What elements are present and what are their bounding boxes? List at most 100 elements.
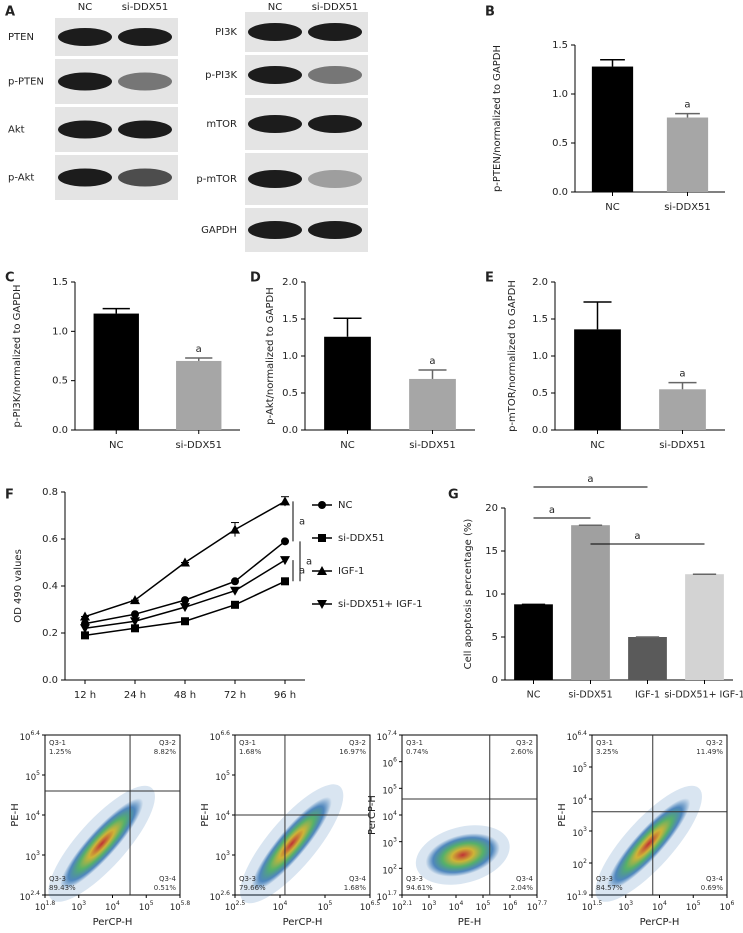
significance-label: a	[196, 344, 202, 355]
quadrant-value: 0.74%	[406, 748, 429, 756]
legend-label: si-DDX51	[338, 533, 385, 544]
y-tick-label: 1.5	[282, 314, 298, 325]
x-tick-label: si-DDX51	[664, 202, 711, 213]
line-point	[130, 595, 140, 605]
quadrant-name: Q3-2	[349, 739, 366, 747]
scatter-cloud	[607, 798, 691, 890]
blot-band	[308, 66, 362, 84]
blot-column-label: si-DDX51	[312, 2, 359, 13]
blot-column-label: NC	[268, 2, 282, 13]
chart: Cp-PI3K/normalized to GAPDH 0.0 0.5 1.0 1.5 N…	[5, 271, 240, 451]
line-point	[130, 617, 140, 627]
y-axis-label: PerCP-H	[367, 795, 378, 835]
legend-label: NC	[338, 500, 352, 511]
blot-row-label: p-Akt	[8, 173, 34, 184]
panel-label: A	[5, 5, 15, 20]
bar	[93, 313, 139, 430]
x-tick-label: 103	[618, 900, 633, 913]
blot-row-label: Akt	[8, 125, 25, 136]
quadrant-name: Q3-1	[239, 739, 256, 747]
x-tick-label: 105.8	[170, 900, 191, 913]
scatter-halo	[415, 825, 510, 885]
line-point	[180, 603, 190, 613]
y-tick-label: 103	[25, 850, 40, 863]
quadrant-name: Q3-2	[706, 739, 723, 747]
chart: F OD 490 values 0.0 0.2 0.4 0.6 0.8 12 h 24 h 48 …	[5, 487, 423, 701]
y-tick-label: 0.4	[42, 581, 58, 592]
blot-band	[58, 72, 112, 91]
x-axis-label: PerCP-H	[640, 917, 680, 928]
x-tick-label: si-DDX51+ IGF-1	[664, 690, 743, 701]
bar	[176, 360, 222, 430]
legend-label: IGF-1	[338, 566, 364, 577]
flow-plot: Q3-13.25%Q3-211.49%Q3-384.57%Q3-40.69%10…	[557, 730, 735, 929]
x-tick-label: si-DDX51	[175, 440, 222, 451]
blot-band	[58, 28, 112, 46]
x-tick-label: NC	[109, 440, 123, 451]
y-tick-label: 0.0	[42, 675, 58, 686]
x-tick-label: 106.5	[360, 900, 381, 913]
y-tick-label: 106.4	[20, 730, 41, 743]
y-tick-label: 106.6	[210, 730, 231, 743]
x-tick-label: 104	[449, 900, 464, 913]
x-tick-label: 107.7	[527, 900, 548, 913]
blot-band	[248, 66, 302, 84]
y-tick-label: 102	[572, 858, 587, 871]
x-tick-label: 104	[105, 900, 120, 913]
quadrant-value: 94.61%	[406, 884, 433, 892]
chart: Dp-Akt/normalized to GAPDH 0.0 0.5 1.0 1.5 2.…	[250, 271, 475, 451]
x-tick-label: 106	[720, 900, 735, 913]
blot-band	[118, 28, 172, 46]
line-point	[230, 586, 240, 596]
line-point	[80, 611, 90, 621]
x-tick-label: 104	[652, 900, 667, 913]
line-point	[318, 534, 326, 542]
y-tick-label: 104	[215, 810, 230, 823]
y-tick-label: 0.0	[52, 425, 68, 436]
y-tick-label: 104	[572, 794, 587, 807]
blot-band	[308, 170, 362, 188]
chart: G Cell apoptosis percentage (%) 0 5 10 15 20 NC…	[448, 474, 743, 701]
x-tick-label: 24 h	[124, 690, 146, 701]
y-tick-label: 0.2	[42, 628, 58, 639]
significance-label: a	[306, 556, 312, 567]
line-point	[317, 566, 327, 575]
y-tick-label: 0.5	[52, 376, 68, 387]
scatter-cloud	[251, 796, 332, 891]
y-tick-label: 102.4	[20, 890, 41, 903]
flow-plot: Q3-10.74% Q3-22.60% Q3-394.61% Q3-42.04% 102…	[367, 730, 547, 929]
x-tick-label: 105	[476, 900, 491, 913]
y-tick-label: 1.0	[532, 351, 548, 362]
quadrant-value: 0.69%	[701, 884, 724, 892]
line-point	[80, 624, 90, 634]
line-point	[81, 631, 89, 640]
bar	[659, 389, 706, 430]
y-axis-label: PE-H	[200, 803, 211, 826]
bar	[409, 378, 456, 430]
x-tick-label: 101.5	[582, 900, 603, 913]
x-tick-label: 72 h	[224, 690, 246, 701]
panel-label: G	[448, 488, 459, 503]
blot-row-label: PI3K	[215, 27, 237, 38]
scatter-halo	[240, 784, 344, 904]
y-tick-label: 101.9	[567, 890, 588, 903]
panel-label: C	[5, 271, 15, 286]
scatter-halo	[595, 785, 702, 902]
bar	[628, 637, 667, 680]
y-tick-label: 105	[572, 762, 587, 775]
quadrant-name: Q3-3	[596, 875, 613, 883]
x-axis-label: PerCP-H	[93, 917, 133, 928]
y-tick-label: 0.5	[552, 138, 568, 149]
blot-row-label: PTEN	[8, 32, 34, 43]
quadrant-name: Q3-1	[406, 739, 423, 747]
scatter-cloud	[425, 833, 500, 877]
y-tick-label: 102.6	[210, 890, 231, 903]
quadrant-name: Q3-1	[49, 739, 66, 747]
y-axis-label: p-Akt/normalized to GAPDH	[265, 287, 276, 424]
x-tick-label: 96 h	[274, 690, 296, 701]
quadrant-value: 2.60%	[511, 748, 534, 756]
y-axis-label: Cell apoptosis percentage (%)	[463, 519, 474, 670]
bar	[571, 525, 610, 680]
y-tick-label: 15	[485, 546, 498, 557]
blot-band	[118, 72, 172, 91]
